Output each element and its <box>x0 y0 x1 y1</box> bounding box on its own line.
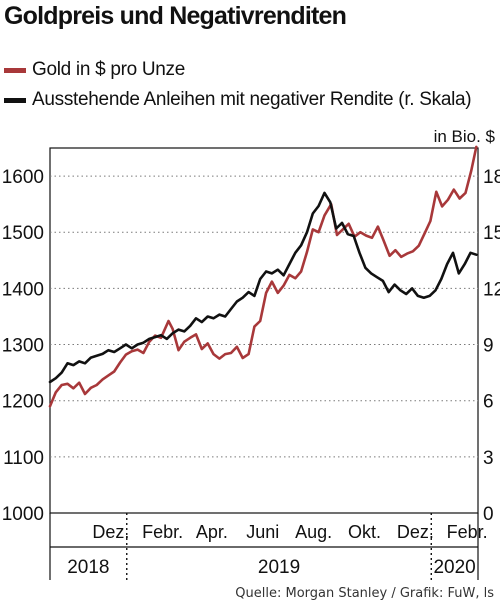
legend-label-bonds: Ausstehende Anleihen mit negativer Rendi… <box>32 89 472 110</box>
x-year-label: 2019 <box>258 557 300 578</box>
chart-title: Goldpreis und Negativrenditen <box>4 2 347 30</box>
x-month-label: Febr. <box>447 522 488 542</box>
legend-swatch-bonds <box>4 97 26 103</box>
x-month-label: Okt. <box>348 522 381 542</box>
y-left-tick-label: 1100 <box>3 448 44 469</box>
x-month-label: Dez. <box>397 522 434 542</box>
y-left-tick-label: 1300 <box>2 336 44 357</box>
legend-swatch-gold <box>4 67 26 73</box>
y-right-tick-label: 12 <box>483 279 500 300</box>
y-right-tick-label: 3 <box>483 448 494 469</box>
y-left-tick-label: 1500 <box>2 223 44 244</box>
gold-price-line <box>48 145 478 408</box>
x-month-label: Febr. <box>142 522 183 542</box>
x-month-label: Dez. <box>92 522 129 542</box>
y-right-tick-label: 0 <box>483 504 494 525</box>
y-right-axis-label: in Bio. $ <box>434 127 496 146</box>
legend-item-bonds: Ausstehende Anleihen mit negativer Rendi… <box>4 89 472 111</box>
y-right-tick-label: 9 <box>483 336 494 357</box>
legend-label-gold: Gold in $ pro Unze <box>32 59 186 80</box>
negative-yield-bonds-line <box>48 191 478 384</box>
y-left-tick-label: 1000 <box>2 504 44 525</box>
x-month-label: Apr. <box>196 522 228 542</box>
x-year-label: 2020 <box>433 557 475 578</box>
y-right-tick-label: 6 <box>483 392 494 413</box>
y-right-tick-label: 18 <box>483 167 500 188</box>
x-year-label: 2018 <box>67 557 109 578</box>
source-note: Quelle: Morgan Stanley / Grafik: FuW, ls <box>235 586 494 601</box>
x-month-label: Juni <box>246 522 279 542</box>
x-month-label: Aug. <box>295 522 332 542</box>
y-left-tick-label: 1400 <box>2 279 44 300</box>
y-left-tick-label: 1600 <box>2 167 44 188</box>
y-left-tick-label: 1200 <box>2 392 44 413</box>
legend-item-gold: Gold in $ pro Unze <box>4 59 185 81</box>
plot-frame <box>49 147 479 514</box>
y-right-tick-label: 15 <box>483 223 500 244</box>
